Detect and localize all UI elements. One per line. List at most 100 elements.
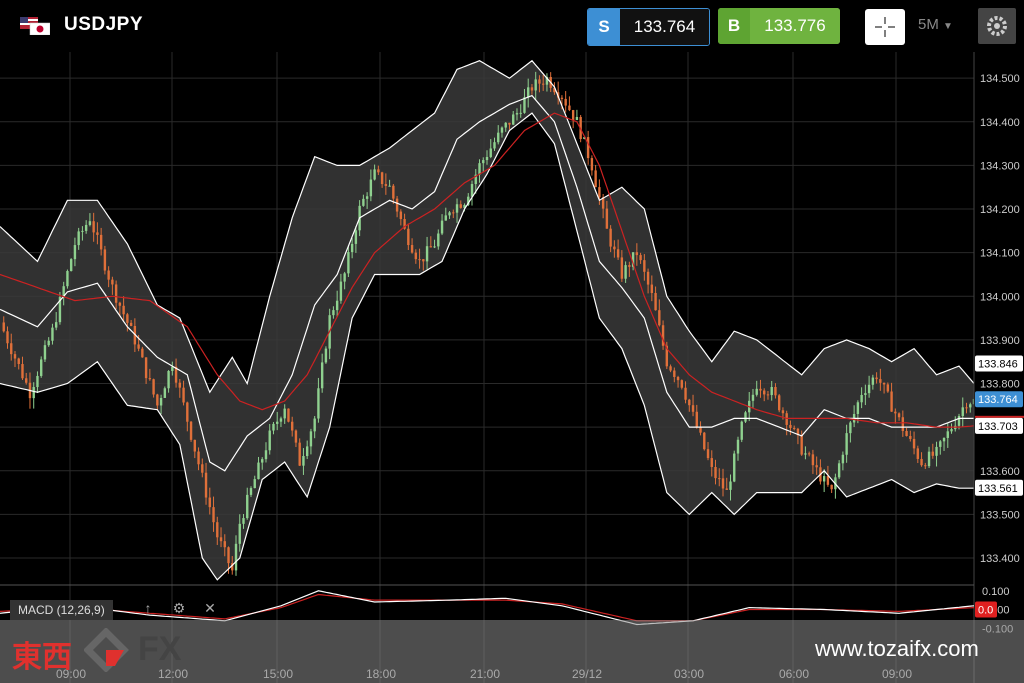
candle-body xyxy=(92,221,95,233)
bollinger-middle-line xyxy=(0,94,974,472)
candle-body xyxy=(792,427,796,429)
candle-body xyxy=(620,257,624,279)
candle-body xyxy=(624,265,627,279)
sell-button[interactable]: S 133.764 xyxy=(587,8,710,46)
candle-body xyxy=(373,169,376,180)
candle-body xyxy=(849,422,852,434)
candle-body xyxy=(272,423,275,431)
bollinger-lower-line xyxy=(0,112,974,581)
candle-body xyxy=(875,377,878,380)
candle-body xyxy=(21,364,24,379)
candle-body xyxy=(830,484,833,490)
candle-body xyxy=(512,114,515,125)
candle-body xyxy=(927,451,931,467)
candle-body xyxy=(541,83,545,85)
candle-body xyxy=(969,404,972,408)
candle-body xyxy=(452,212,455,214)
candle-body xyxy=(804,453,807,455)
candle-body xyxy=(365,196,369,199)
candle-body xyxy=(425,246,429,262)
candle-body xyxy=(478,163,481,175)
logo-kanji: 東西 xyxy=(12,640,72,675)
price-chart[interactable]: 134.500 134.400 134.300 134.200 134.100 134.0… xyxy=(0,52,1024,683)
candle-body xyxy=(474,174,477,185)
candle-body xyxy=(440,220,444,234)
candle-body xyxy=(129,322,133,326)
candle-body xyxy=(703,432,706,450)
candle-body xyxy=(395,198,399,212)
candle-body xyxy=(384,184,388,186)
candle-body xyxy=(122,305,125,315)
candle-body xyxy=(755,388,758,395)
candle-body xyxy=(586,137,590,159)
candle-body xyxy=(231,563,234,571)
sell-tag: S xyxy=(588,9,620,45)
logo-fx: FX xyxy=(138,630,182,668)
watermark-strip xyxy=(0,620,1024,683)
buy-button[interactable]: B 133.776 xyxy=(718,8,840,44)
macd-line xyxy=(0,590,975,626)
candle-body xyxy=(721,478,725,489)
candle-body xyxy=(317,388,320,419)
candle-body xyxy=(631,252,635,267)
candle-body xyxy=(54,322,58,328)
candle-body xyxy=(287,408,290,422)
candle-body xyxy=(66,271,69,287)
candle-body xyxy=(485,156,489,161)
current-price-label-bg xyxy=(975,391,1023,408)
candle-body xyxy=(635,252,639,256)
candle-body xyxy=(156,394,159,406)
timeframe-selector[interactable]: 5M ▼ xyxy=(918,16,953,33)
candle-body xyxy=(564,98,567,106)
candle-body xyxy=(455,204,459,213)
candle-body xyxy=(616,249,620,258)
gear-icon[interactable]: ⚙ xyxy=(172,600,186,616)
timeframe-label: 5M xyxy=(918,16,939,33)
candle-body xyxy=(324,348,328,363)
candle-body xyxy=(688,399,691,406)
candle-body xyxy=(77,231,80,246)
candle-body xyxy=(785,413,788,425)
candle-body xyxy=(73,245,77,260)
candle-body xyxy=(916,448,920,459)
candle-body xyxy=(665,345,669,367)
y-tick-label: 134.200 xyxy=(980,204,1020,216)
candle-body xyxy=(560,97,564,99)
candle-body xyxy=(867,384,871,394)
candle-body xyxy=(901,417,905,431)
candle-body xyxy=(759,388,762,391)
candle-body xyxy=(534,79,537,91)
candle-body xyxy=(845,433,848,455)
candle-body xyxy=(276,421,279,424)
candle-body xyxy=(43,345,47,360)
gear-icon xyxy=(987,16,1007,36)
candle-body xyxy=(377,169,380,173)
candle-body xyxy=(545,76,549,85)
candle-body xyxy=(339,281,343,301)
candle-body xyxy=(246,494,249,519)
y-tick-label: 134.300 xyxy=(980,160,1020,172)
candle-body xyxy=(856,402,860,414)
candle-body xyxy=(298,442,301,466)
y-tick-label: 134.100 xyxy=(980,248,1020,260)
candle-body xyxy=(523,97,526,113)
candle-body xyxy=(448,212,451,216)
candle-body xyxy=(459,204,462,208)
upper-band-price-label: 133.846 xyxy=(978,358,1018,370)
candle-body xyxy=(826,476,830,485)
moving-average-line xyxy=(0,112,975,428)
crosshair-button[interactable] xyxy=(865,9,905,45)
y-tick-label: 133.900 xyxy=(980,335,1020,347)
close-icon[interactable]: ✕ xyxy=(204,600,216,616)
candle-body xyxy=(463,204,466,208)
arrow-up-icon[interactable]: ↑ xyxy=(144,600,152,616)
candle-body xyxy=(628,265,631,267)
candle-body xyxy=(88,221,92,225)
candle-body xyxy=(17,358,20,365)
candle-body xyxy=(291,421,294,431)
candle-body xyxy=(751,394,755,401)
candle-body xyxy=(800,435,803,455)
settings-button[interactable] xyxy=(978,8,1016,44)
candle-body xyxy=(497,132,500,143)
chevron-down-icon: ▼ xyxy=(943,21,953,32)
